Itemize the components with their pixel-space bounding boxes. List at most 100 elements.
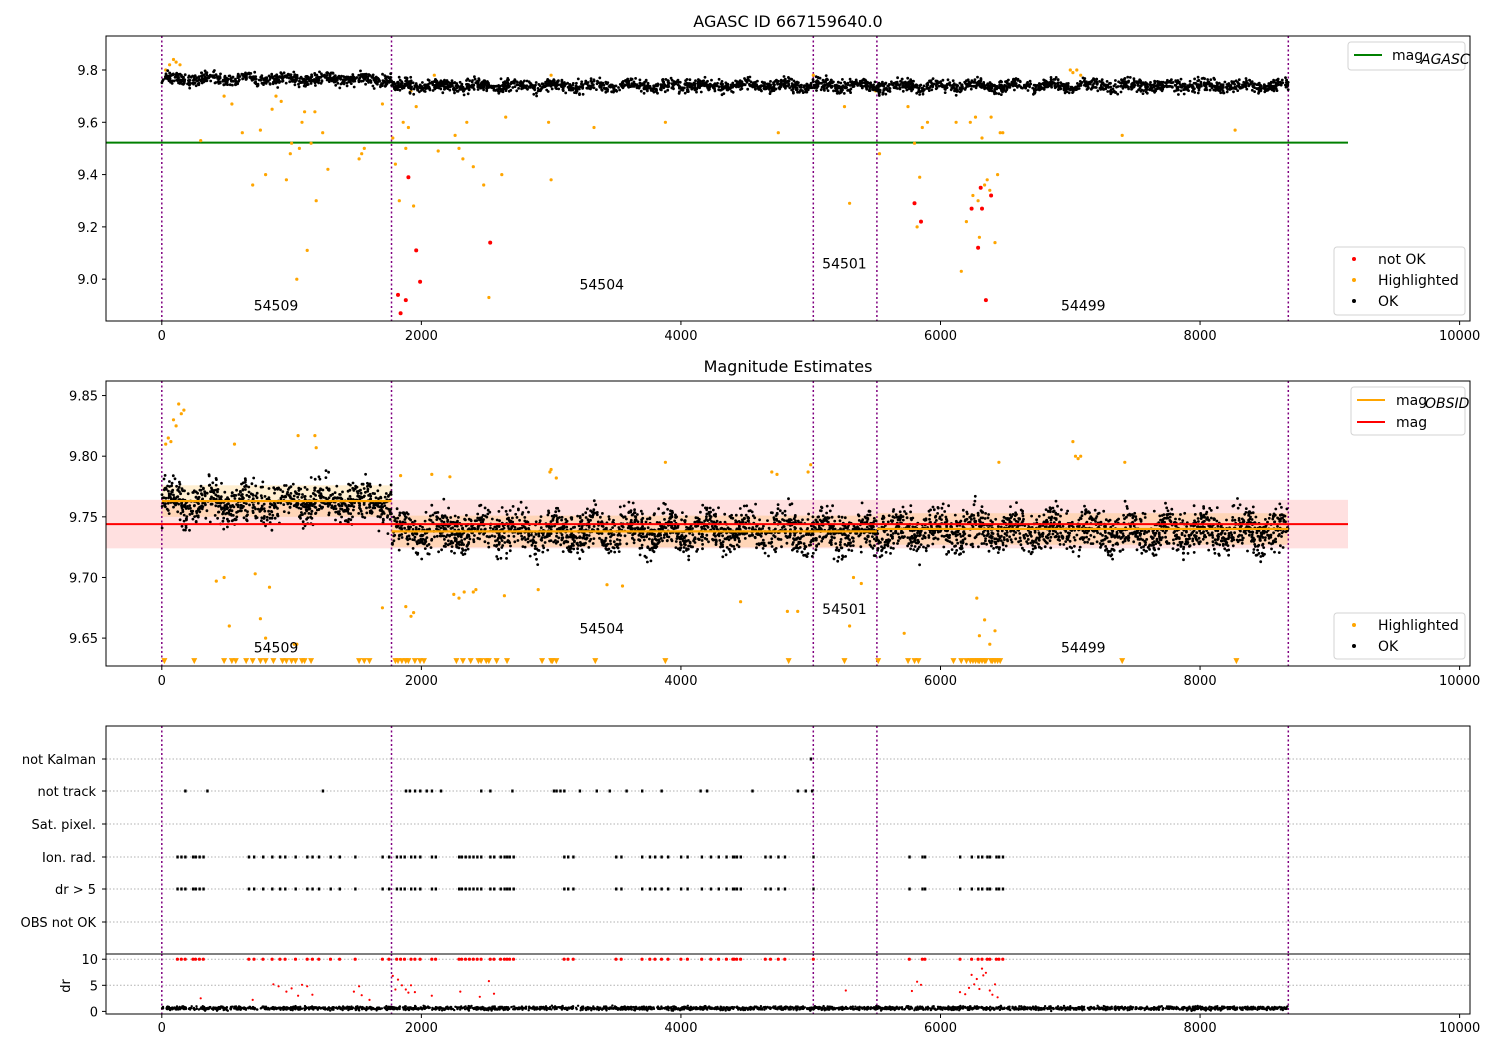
ok-point bbox=[743, 77, 746, 80]
ok-point bbox=[896, 542, 899, 545]
highlighted-point bbox=[305, 248, 309, 252]
ok-point bbox=[1096, 89, 1100, 93]
ok-point bbox=[318, 477, 322, 481]
ok-point bbox=[327, 496, 331, 500]
ok-point bbox=[1135, 90, 1139, 93]
ok-point bbox=[820, 85, 824, 89]
ok-point bbox=[350, 77, 354, 81]
ok-point bbox=[1173, 83, 1177, 87]
ok-point bbox=[651, 89, 655, 92]
ok-point bbox=[839, 81, 843, 85]
ok-point bbox=[811, 551, 815, 555]
ok-point bbox=[848, 77, 852, 81]
ok-point bbox=[824, 78, 828, 82]
ok-point bbox=[884, 92, 888, 96]
legend-marker bbox=[1352, 257, 1356, 261]
ok-point bbox=[178, 80, 182, 84]
ok-point bbox=[776, 507, 780, 511]
highlighted-point bbox=[279, 99, 283, 103]
ok-point bbox=[450, 545, 454, 548]
ok-point bbox=[1024, 533, 1028, 536]
ok-point bbox=[1046, 82, 1050, 86]
ok-point bbox=[708, 83, 711, 87]
ok-point bbox=[760, 80, 764, 84]
ok-point bbox=[272, 79, 276, 83]
ok-point bbox=[979, 85, 983, 89]
ok-point bbox=[904, 86, 908, 89]
ok-point bbox=[329, 71, 333, 75]
ok-point bbox=[1225, 549, 1229, 552]
ok-point bbox=[504, 87, 507, 90]
ok-point bbox=[523, 516, 527, 519]
ok-point bbox=[1196, 517, 1200, 520]
ok-point bbox=[865, 81, 868, 84]
ok-point bbox=[770, 537, 774, 541]
highlighted-point bbox=[487, 295, 491, 300]
ok-point bbox=[351, 515, 354, 519]
ok-point bbox=[641, 82, 644, 86]
ok-point bbox=[367, 81, 370, 84]
ok-point bbox=[635, 86, 639, 90]
ok-point bbox=[529, 86, 532, 89]
ok-point bbox=[1250, 533, 1254, 537]
ok-point bbox=[397, 75, 401, 79]
ok-point bbox=[815, 89, 818, 92]
ok-point bbox=[969, 81, 973, 85]
ok-point bbox=[228, 83, 232, 87]
ok-point bbox=[919, 90, 922, 94]
ok-point bbox=[336, 77, 340, 80]
ok-point bbox=[1176, 543, 1180, 547]
ok-point bbox=[381, 82, 385, 85]
ok-point bbox=[1232, 90, 1235, 94]
ok-point bbox=[545, 88, 549, 92]
highlighted-point bbox=[920, 125, 924, 130]
ok-point bbox=[768, 88, 771, 91]
ok-point bbox=[818, 81, 821, 85]
ok-point bbox=[1195, 531, 1199, 535]
ok-point bbox=[320, 72, 323, 76]
ok-point bbox=[920, 86, 924, 90]
ok-point bbox=[445, 86, 449, 89]
ok-point bbox=[1049, 76, 1053, 79]
ok-point bbox=[365, 506, 368, 510]
ok-point bbox=[466, 83, 470, 87]
ok-point bbox=[535, 557, 538, 561]
ok-point bbox=[629, 77, 633, 81]
ok-point bbox=[586, 84, 590, 87]
ok-point bbox=[795, 86, 799, 90]
ok-point bbox=[1007, 78, 1010, 82]
ok-point bbox=[225, 80, 229, 84]
highlighted-point bbox=[251, 183, 255, 187]
ok-point bbox=[554, 86, 558, 90]
ok-point bbox=[1108, 90, 1112, 93]
ok-point bbox=[1183, 534, 1187, 538]
ok-point bbox=[364, 74, 367, 78]
ok-point bbox=[998, 84, 1002, 88]
ok-point bbox=[1018, 532, 1022, 535]
highlighted-point bbox=[964, 220, 969, 224]
highlighted-point bbox=[971, 193, 975, 198]
ok-point bbox=[222, 527, 226, 531]
ok-point bbox=[362, 503, 366, 506]
ok-point bbox=[1048, 529, 1052, 533]
ok-point bbox=[702, 82, 705, 86]
ok-point bbox=[914, 83, 918, 87]
ok-point bbox=[1175, 89, 1178, 92]
ok-point bbox=[383, 74, 387, 77]
ok-point bbox=[313, 486, 317, 490]
ok-point bbox=[257, 78, 261, 82]
ok-point bbox=[792, 85, 796, 89]
ok-point bbox=[1063, 91, 1067, 95]
ok-point bbox=[816, 76, 820, 79]
ok-point bbox=[435, 85, 439, 88]
highlighted-point bbox=[906, 105, 910, 109]
ok-point bbox=[408, 82, 412, 86]
ok-point bbox=[842, 92, 846, 95]
ok-point bbox=[295, 77, 299, 80]
ok-point bbox=[598, 76, 602, 80]
ok-point bbox=[361, 79, 365, 83]
highlighted-point bbox=[264, 173, 268, 177]
ok-point bbox=[743, 537, 747, 540]
ok-point bbox=[1286, 81, 1290, 84]
ok-point bbox=[702, 79, 706, 83]
